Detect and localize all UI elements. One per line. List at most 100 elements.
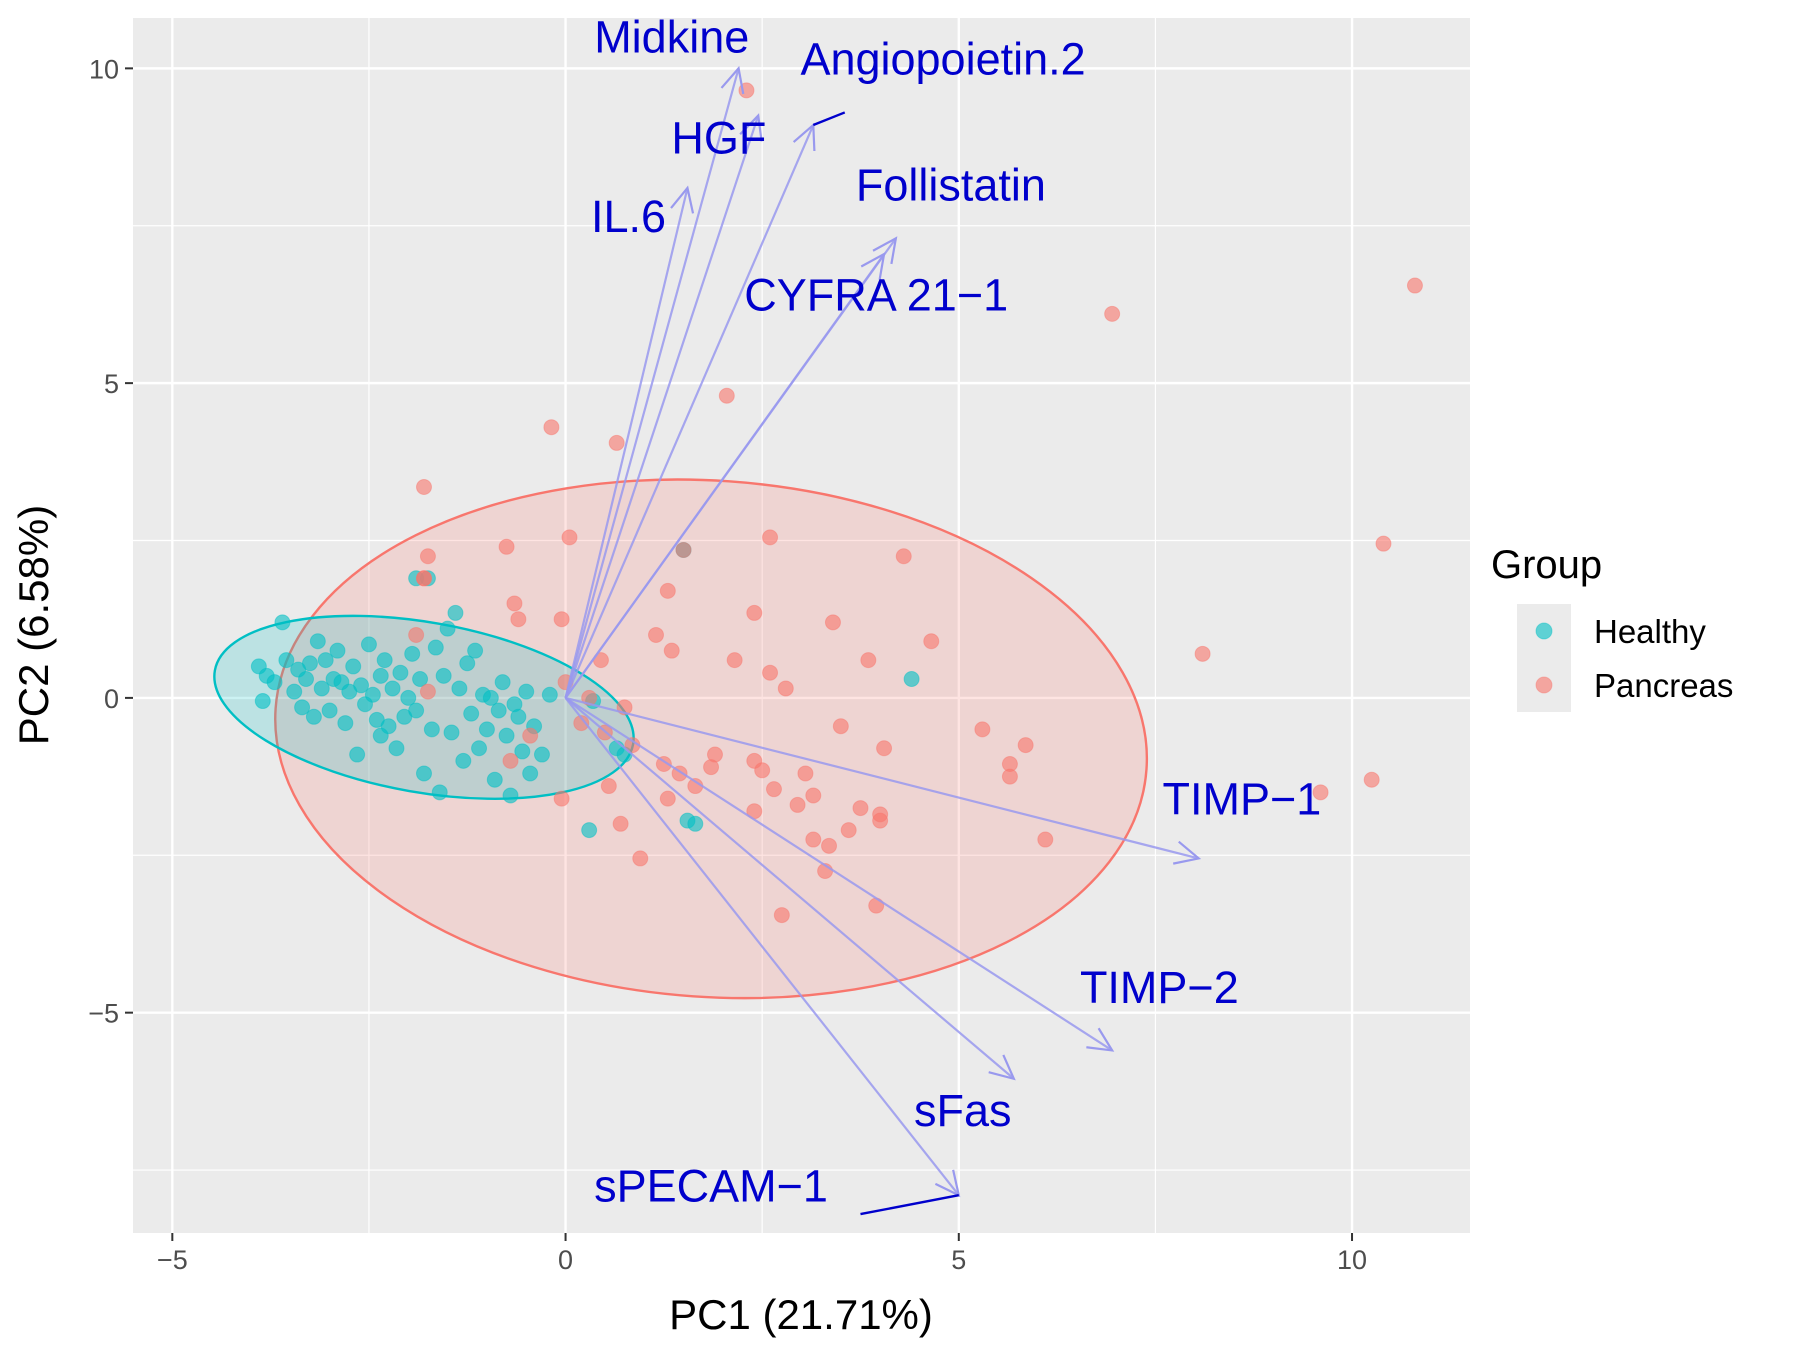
point-pancreas — [553, 611, 570, 628]
point-pancreas — [600, 778, 617, 795]
point-pancreas — [415, 479, 432, 496]
loading-arrowhead-follistatin — [872, 236, 898, 265]
legend-label-healthy: Healthy — [1594, 613, 1706, 650]
leader-line-specam-1 — [860, 1194, 960, 1216]
x-axis-title: PC1 (21.71%) — [669, 1291, 933, 1338]
point-pancreas — [777, 680, 794, 697]
point-pancreas — [718, 387, 735, 404]
point-healthy — [510, 708, 527, 725]
legend-marker-pancreas — [1535, 676, 1553, 694]
x-axis: −5 0 5 10 — [157, 1233, 1367, 1275]
point-pancreas — [840, 822, 857, 839]
point-pancreas — [498, 538, 515, 555]
point-healthy — [353, 677, 370, 694]
point-healthy — [533, 746, 550, 763]
point-healthy — [266, 674, 283, 691]
y-tick-label: −5 — [88, 999, 119, 1029]
point-healthy — [317, 652, 334, 669]
point-healthy — [396, 708, 413, 725]
point-healthy — [443, 724, 460, 741]
point-healthy — [451, 680, 468, 697]
point-healthy — [372, 667, 389, 684]
point-healthy — [415, 765, 432, 782]
data-points — [250, 82, 1423, 924]
point-pancreas — [553, 790, 570, 807]
point-healthy — [467, 642, 484, 659]
point-pancreas — [659, 790, 676, 807]
point-healthy — [337, 715, 354, 732]
loading-label-follistatin: Follistatin — [856, 160, 1046, 211]
legend: Group Healthy Pancreas — [1491, 543, 1733, 712]
point-healthy — [360, 636, 377, 653]
point-pancreas — [726, 652, 743, 669]
loading-arrowhead-timp-1 — [1172, 840, 1202, 865]
point-pancreas — [762, 664, 779, 681]
loading-arrow-sfas — [564, 697, 1015, 1080]
x-tick-label: −5 — [157, 1245, 188, 1275]
point-healthy — [581, 822, 598, 839]
point-healthy — [541, 686, 558, 703]
point-healthy — [368, 711, 385, 728]
point-healthy — [502, 787, 519, 804]
point-healthy — [447, 604, 464, 621]
point-pancreas — [789, 796, 806, 813]
y-tick-label: 0 — [104, 684, 119, 714]
point-pancreas — [581, 689, 598, 706]
point-healthy — [309, 633, 326, 650]
point-pancreas — [1001, 768, 1018, 785]
point-pancreas — [632, 850, 649, 867]
point-pancreas — [663, 642, 680, 659]
point-healthy — [687, 815, 704, 832]
loading-arrowhead-timp-2 — [1086, 1027, 1115, 1052]
point-pancreas — [1194, 645, 1211, 662]
point-healthy — [341, 683, 358, 700]
point-healthy — [294, 699, 311, 716]
point-healthy — [478, 721, 495, 738]
loading-arrowhead-sfas — [988, 1054, 1016, 1081]
point-pancreas — [821, 837, 838, 854]
point-pancreas — [573, 715, 590, 732]
grid-minor-lines — [133, 18, 1470, 1233]
point-healthy — [459, 655, 476, 672]
loading-arrow-midkine — [564, 68, 740, 699]
point-pancreas — [1375, 535, 1392, 552]
point-healthy — [482, 689, 499, 706]
point-healthy — [376, 652, 393, 669]
legend-marker-healthy — [1535, 622, 1553, 640]
legend-title: Group — [1491, 543, 1602, 587]
ellipse-pancreas — [274, 478, 1149, 1000]
point-pancreas — [522, 727, 539, 744]
point-healthy — [514, 743, 531, 760]
point-pancreas — [1312, 784, 1329, 801]
point-pancreas — [773, 907, 790, 924]
point-pancreas — [762, 529, 779, 546]
point-healthy — [408, 702, 425, 719]
loading-label-angiopoietin-2: Angiopoietin.2 — [800, 34, 1085, 85]
loading-label-il-6: IL.6 — [591, 191, 666, 242]
point-pancreas — [703, 759, 720, 776]
point-pancreas — [675, 541, 692, 558]
loading-label-hgf: HGF — [671, 112, 766, 163]
point-healthy — [388, 740, 405, 757]
plot-panel — [133, 18, 1470, 1233]
loading-arrow-il-6 — [564, 187, 689, 699]
point-healthy — [298, 671, 315, 688]
loading-label-timp-1: TIMP−1 — [1163, 773, 1322, 824]
point-pancreas — [561, 529, 578, 546]
point-healthy — [400, 689, 417, 706]
point-healthy — [254, 693, 271, 710]
loading-arrow-timp-2 — [564, 696, 1113, 1052]
loading-label-specam-1: sPECAM−1 — [594, 1161, 828, 1212]
point-healthy — [494, 674, 511, 691]
y-axis: −5 0 5 10 — [88, 54, 133, 1029]
point-pancreas — [797, 765, 814, 782]
point-pancreas — [895, 548, 912, 565]
y-axis-title: PC2 (6.58%) — [10, 505, 57, 745]
point-pancreas — [419, 548, 436, 565]
point-pancreas — [608, 434, 625, 451]
loading-arrowhead-midkine — [720, 65, 745, 95]
point-healthy — [301, 655, 318, 672]
point-pancreas — [824, 614, 841, 631]
loading-label-midkine: Midkine — [594, 12, 749, 63]
